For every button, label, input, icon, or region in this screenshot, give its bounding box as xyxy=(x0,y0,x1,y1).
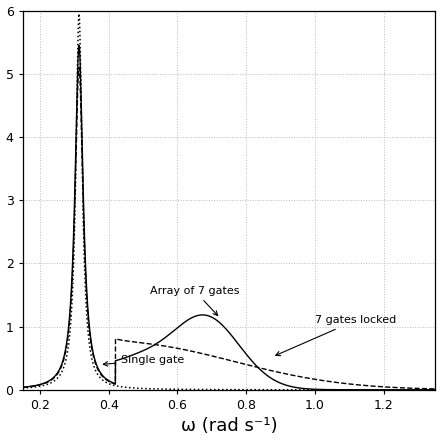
Text: 7 gates locked: 7 gates locked xyxy=(276,315,396,355)
Text: Array of 7 gates: Array of 7 gates xyxy=(150,286,239,315)
X-axis label: ω (rad s⁻¹): ω (rad s⁻¹) xyxy=(181,418,277,435)
Text: Single gate: Single gate xyxy=(103,355,184,366)
